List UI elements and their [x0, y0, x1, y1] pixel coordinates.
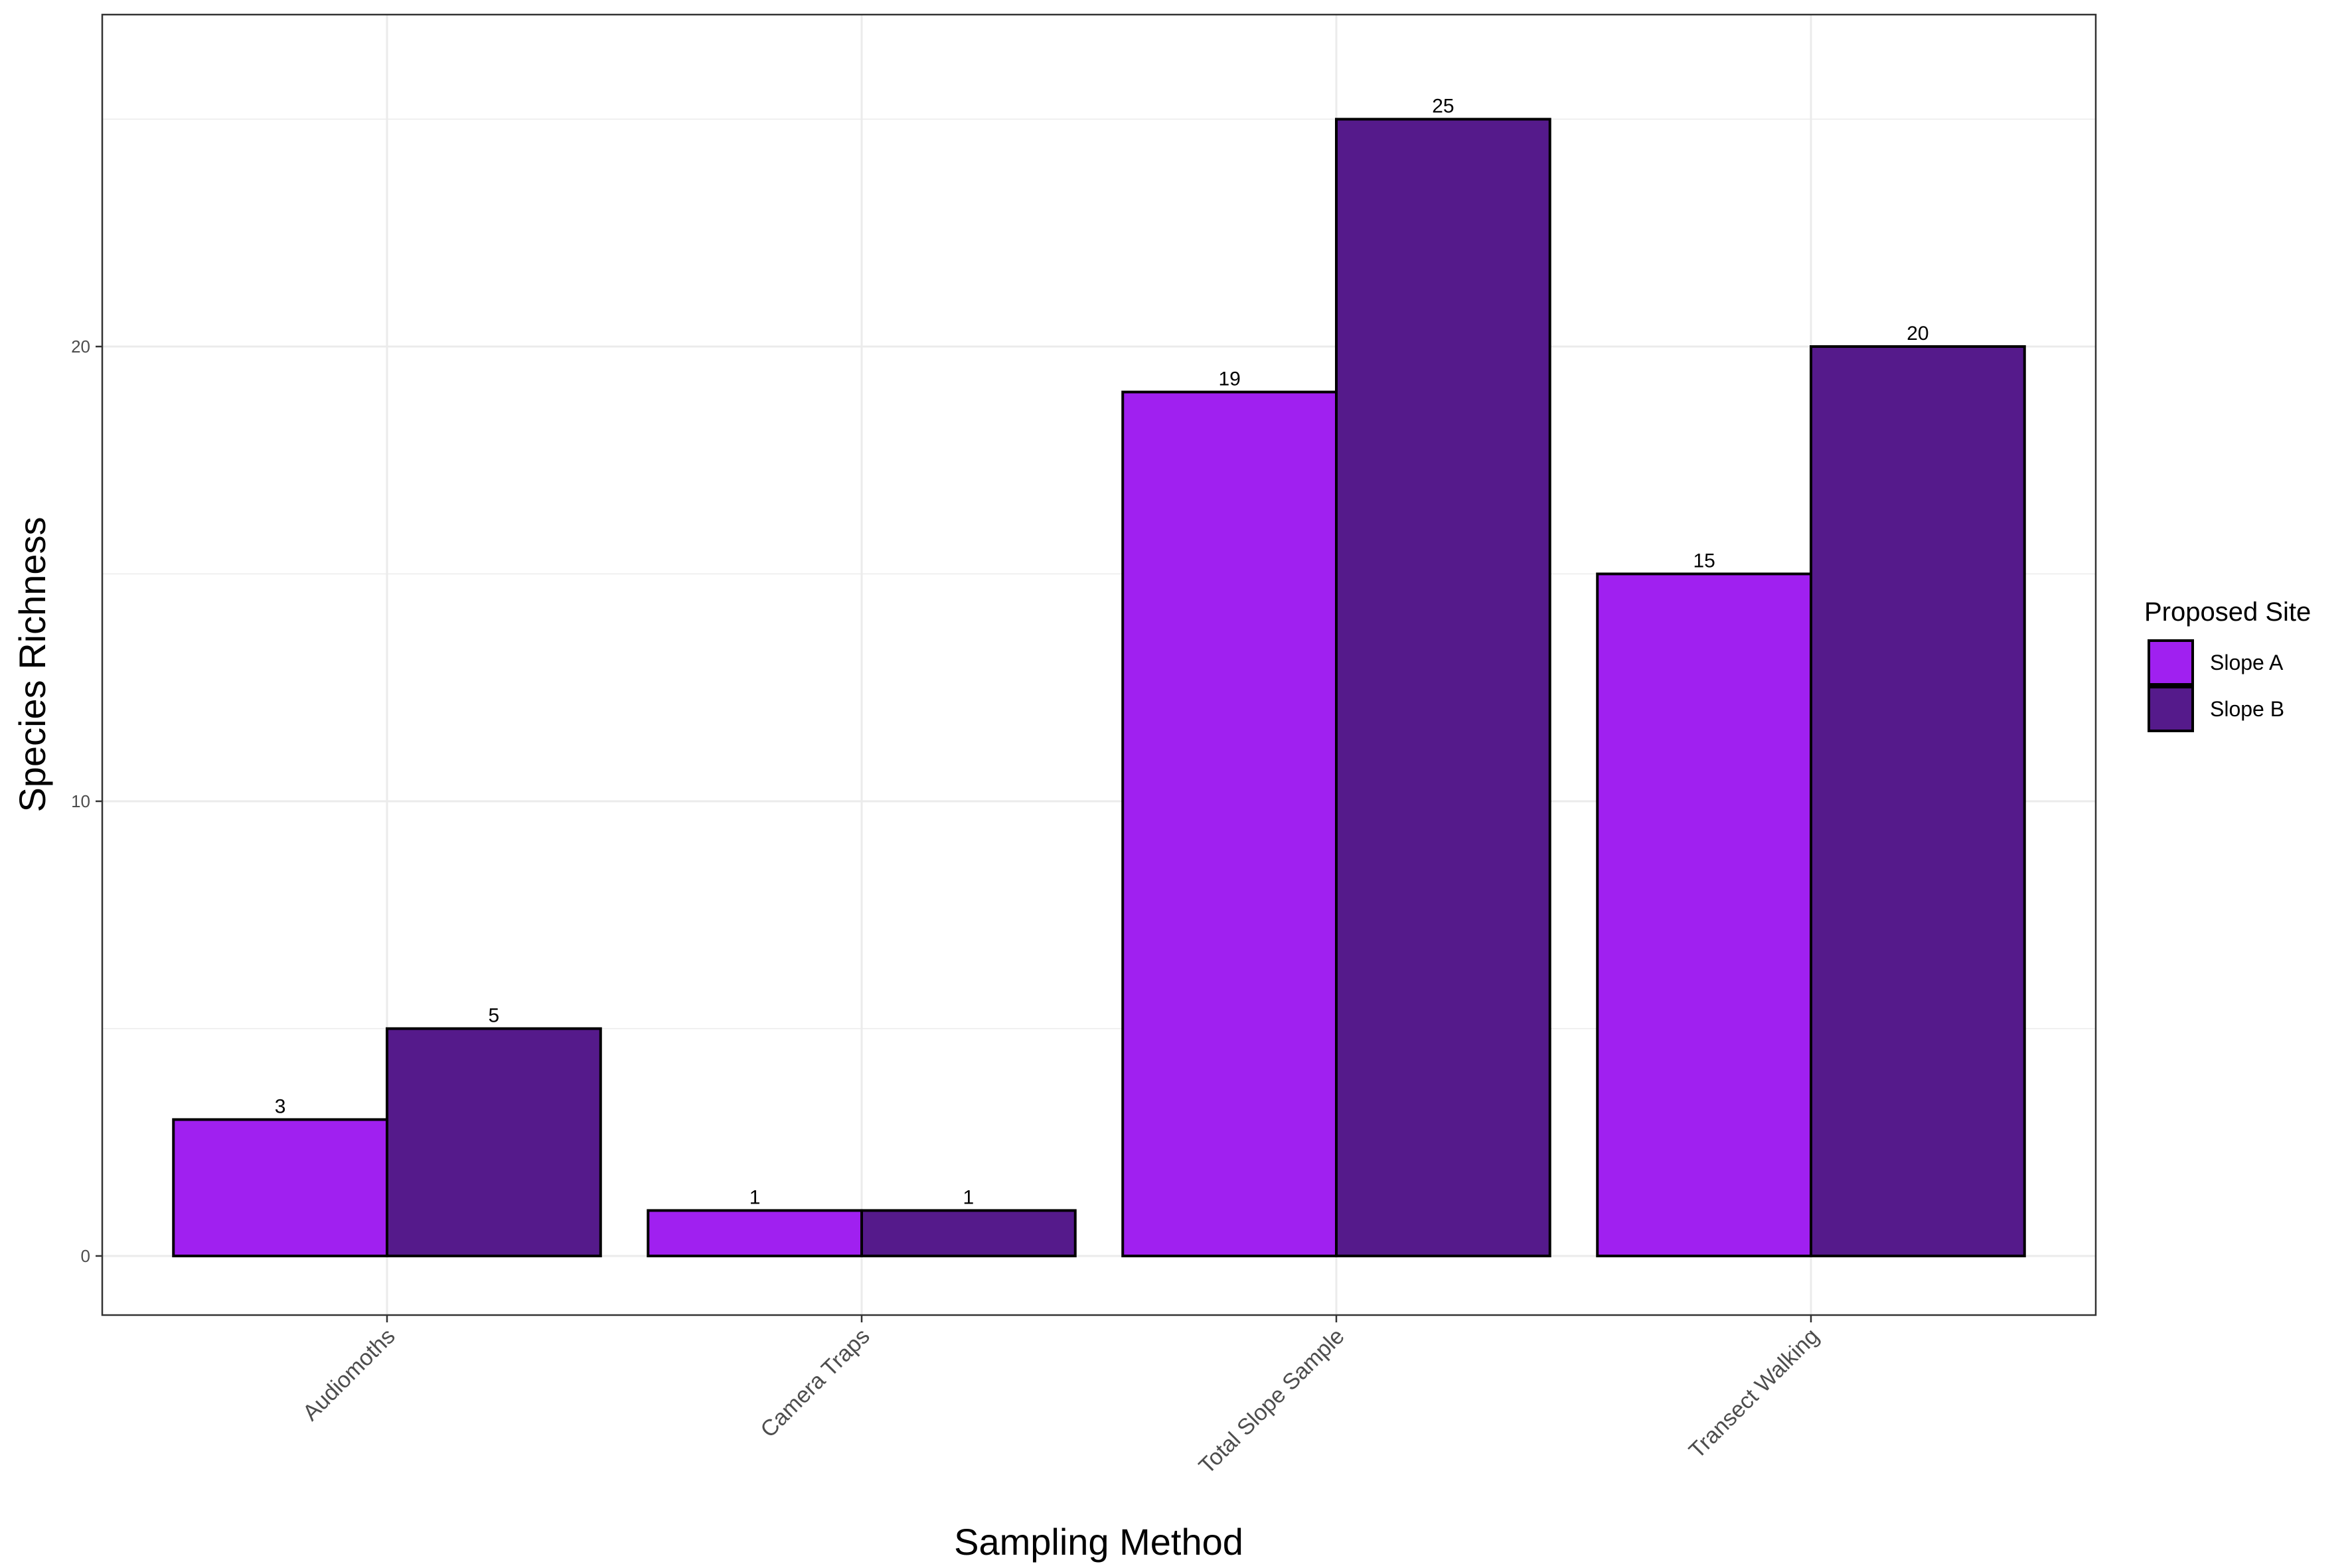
bar — [860, 1209, 1077, 1257]
x-axis: Audiomoths Camera Traps Total Slope Sample… — [298, 1315, 1824, 1479]
bar — [1596, 572, 1812, 1257]
x-axis-title: Sampling Method — [954, 1521, 1243, 1563]
bar — [1810, 345, 2026, 1257]
bar — [172, 1118, 388, 1257]
bar-value-label: 1 — [749, 1186, 761, 1208]
bar — [386, 1027, 602, 1257]
x-tick-label: Transect Walking — [1684, 1324, 1824, 1464]
x-tick-label: Camera Traps — [755, 1324, 874, 1443]
plot-panel-border — [101, 13, 2097, 1316]
legend-key — [2148, 639, 2194, 686]
y-axis: 0 10 20 — [71, 337, 102, 1266]
x-tick-label: Audiomoths — [298, 1324, 400, 1426]
y-tick-label: 20 — [71, 337, 90, 356]
y-tick-label: 0 — [81, 1246, 90, 1266]
legend-key — [2148, 686, 2194, 732]
bar-value-label: 20 — [1907, 323, 1928, 345]
bar-value-labels: 3 5 1 1 19 25 15 20 — [275, 96, 1929, 1209]
y-axis-title: Species Richness — [11, 516, 53, 812]
x-tick-label: Total Slope Sample — [1194, 1324, 1350, 1479]
legend: Proposed Site Slope A Slope B — [2144, 597, 2311, 732]
bar-value-label: 1 — [963, 1186, 975, 1208]
legend-label: Slope B — [2210, 697, 2284, 721]
legend-title: Proposed Site — [2144, 597, 2311, 627]
bar-value-label: 25 — [1432, 96, 1454, 118]
legend-label: Slope A — [2210, 651, 2284, 674]
bar-value-label: 19 — [1218, 368, 1240, 390]
bar-value-label: 3 — [275, 1095, 286, 1117]
bar — [1335, 118, 1551, 1257]
y-tick-label: 10 — [71, 791, 90, 811]
bar-value-label: 5 — [489, 1004, 500, 1026]
bar — [1121, 390, 1338, 1257]
bars — [172, 118, 2026, 1257]
bar — [647, 1209, 863, 1257]
bar-value-label: 15 — [1693, 550, 1715, 572]
